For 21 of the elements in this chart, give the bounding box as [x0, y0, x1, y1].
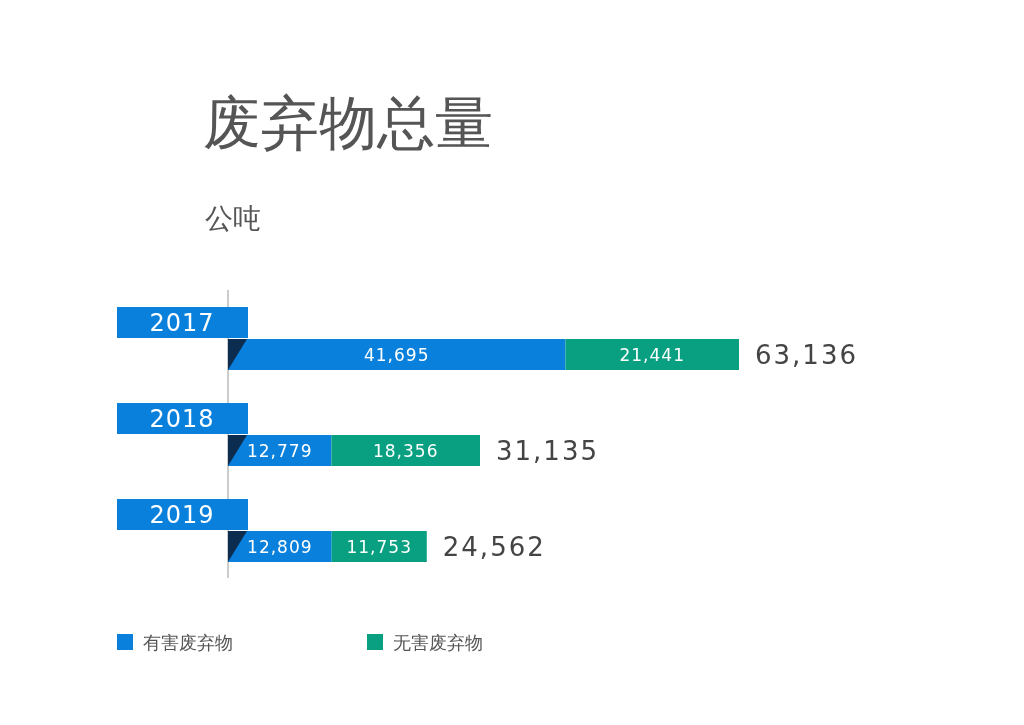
subtitle: 公吨 — [205, 202, 261, 235]
data-label: 21,441 — [619, 344, 685, 365]
y-tick-label: 2019 — [149, 501, 215, 529]
legend-item: 无害废弃物 — [367, 632, 483, 653]
title: 废弃物总量 — [203, 89, 493, 157]
legend-label: 有害废弃物 — [143, 632, 233, 653]
legend-label: 无害废弃物 — [393, 632, 483, 653]
data-label: 11,753 — [346, 536, 412, 557]
total-label: 63,136 — [755, 340, 858, 370]
legend-item: 有害废弃物 — [117, 632, 233, 653]
data-label: 41,695 — [364, 344, 430, 365]
y-tick-label: 2017 — [149, 309, 215, 337]
y-tick-label: 2018 — [149, 405, 215, 433]
data-label: 12,809 — [247, 536, 313, 557]
category-label: 2018 — [117, 403, 248, 434]
data-label: 18,356 — [372, 440, 439, 461]
category-label: 2019 — [117, 499, 248, 530]
data-label: 12,779 — [246, 440, 313, 461]
total-label: 24,562 — [442, 532, 546, 562]
total-label: 31,135 — [496, 436, 599, 466]
category-label: 2017 — [117, 307, 248, 338]
